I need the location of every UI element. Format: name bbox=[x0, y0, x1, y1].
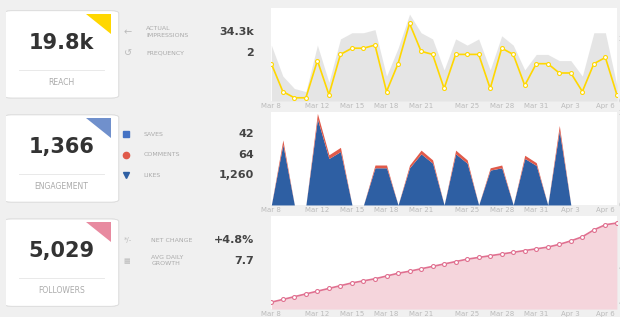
Point bbox=[405, 269, 415, 274]
Point bbox=[462, 257, 472, 262]
Point bbox=[451, 259, 461, 264]
Point bbox=[451, 52, 461, 57]
Point bbox=[324, 92, 334, 97]
FancyBboxPatch shape bbox=[4, 219, 119, 306]
Point bbox=[393, 61, 403, 66]
Point bbox=[439, 86, 449, 91]
Text: 19.8k: 19.8k bbox=[29, 33, 94, 53]
Point bbox=[554, 70, 564, 75]
Point bbox=[370, 42, 380, 48]
Point bbox=[485, 86, 495, 91]
Text: 2: 2 bbox=[246, 48, 254, 58]
Text: 34.3k: 34.3k bbox=[219, 27, 254, 37]
Text: ENGAGEMENT: ENGAGEMENT bbox=[34, 182, 88, 191]
Point bbox=[520, 83, 529, 88]
Text: AVG DAILY
GROWTH: AVG DAILY GROWTH bbox=[151, 255, 184, 266]
Polygon shape bbox=[86, 14, 112, 34]
Point bbox=[600, 55, 610, 60]
Point bbox=[462, 52, 472, 57]
Point bbox=[335, 283, 345, 288]
Point bbox=[267, 300, 277, 305]
Point bbox=[577, 89, 587, 94]
Polygon shape bbox=[86, 222, 112, 242]
FancyBboxPatch shape bbox=[4, 115, 119, 202]
Text: 5,029: 5,029 bbox=[28, 242, 94, 262]
Point bbox=[589, 61, 599, 66]
Text: +4.8%: +4.8% bbox=[214, 235, 254, 245]
Polygon shape bbox=[86, 118, 112, 138]
Text: FREQUENCY: FREQUENCY bbox=[146, 50, 184, 55]
Text: SAVES: SAVES bbox=[144, 132, 164, 137]
Text: ▦: ▦ bbox=[124, 258, 130, 264]
Text: NET CHANGE: NET CHANGE bbox=[151, 238, 193, 243]
Point bbox=[543, 61, 553, 66]
Point bbox=[335, 52, 345, 57]
Text: LIKES: LIKES bbox=[144, 173, 161, 178]
Point bbox=[301, 95, 311, 100]
Point bbox=[324, 286, 334, 291]
Point bbox=[290, 95, 299, 100]
Text: ACTUAL
IMPRESSIONS: ACTUAL IMPRESSIONS bbox=[146, 27, 188, 38]
Point bbox=[589, 227, 599, 232]
Point bbox=[497, 46, 507, 51]
Point bbox=[531, 61, 541, 66]
Point bbox=[531, 246, 541, 251]
Point bbox=[278, 89, 288, 94]
Text: 7.7: 7.7 bbox=[234, 256, 254, 266]
Point bbox=[290, 294, 299, 299]
Point bbox=[508, 52, 518, 57]
Text: 1,366: 1,366 bbox=[29, 137, 94, 157]
Text: 42: 42 bbox=[238, 129, 254, 139]
Text: 1,260: 1,260 bbox=[219, 170, 254, 180]
Point bbox=[347, 46, 357, 51]
Point bbox=[428, 52, 438, 57]
Point bbox=[566, 70, 576, 75]
Point bbox=[416, 266, 426, 271]
Point bbox=[600, 222, 610, 227]
Point bbox=[612, 221, 620, 226]
Point bbox=[312, 58, 322, 63]
Point bbox=[612, 92, 620, 97]
Point bbox=[301, 291, 311, 296]
Point bbox=[381, 274, 391, 279]
Point bbox=[347, 280, 357, 285]
Point bbox=[485, 253, 495, 258]
Point bbox=[405, 21, 415, 26]
Point bbox=[370, 276, 380, 281]
Point bbox=[474, 52, 484, 57]
Point bbox=[416, 49, 426, 54]
FancyBboxPatch shape bbox=[4, 11, 119, 98]
Point bbox=[439, 262, 449, 267]
Point bbox=[358, 46, 368, 51]
Point bbox=[312, 289, 322, 294]
Text: FOLLOWERS: FOLLOWERS bbox=[38, 286, 84, 295]
Text: ↺: ↺ bbox=[124, 48, 132, 58]
Point bbox=[381, 89, 391, 94]
Point bbox=[577, 234, 587, 239]
Point bbox=[566, 238, 576, 243]
Point bbox=[393, 271, 403, 276]
Point bbox=[358, 278, 368, 283]
Text: REACH: REACH bbox=[48, 78, 74, 87]
Point bbox=[520, 248, 529, 253]
Point bbox=[474, 255, 484, 260]
Text: ←: ← bbox=[124, 27, 132, 37]
Point bbox=[554, 242, 564, 247]
Text: */-: */- bbox=[124, 237, 132, 243]
Point bbox=[428, 264, 438, 269]
Text: 64: 64 bbox=[238, 150, 254, 160]
Point bbox=[508, 250, 518, 255]
Point bbox=[267, 61, 277, 66]
Point bbox=[497, 251, 507, 256]
Text: COMMENTS: COMMENTS bbox=[144, 152, 180, 157]
Point bbox=[278, 297, 288, 302]
Point bbox=[543, 245, 553, 250]
